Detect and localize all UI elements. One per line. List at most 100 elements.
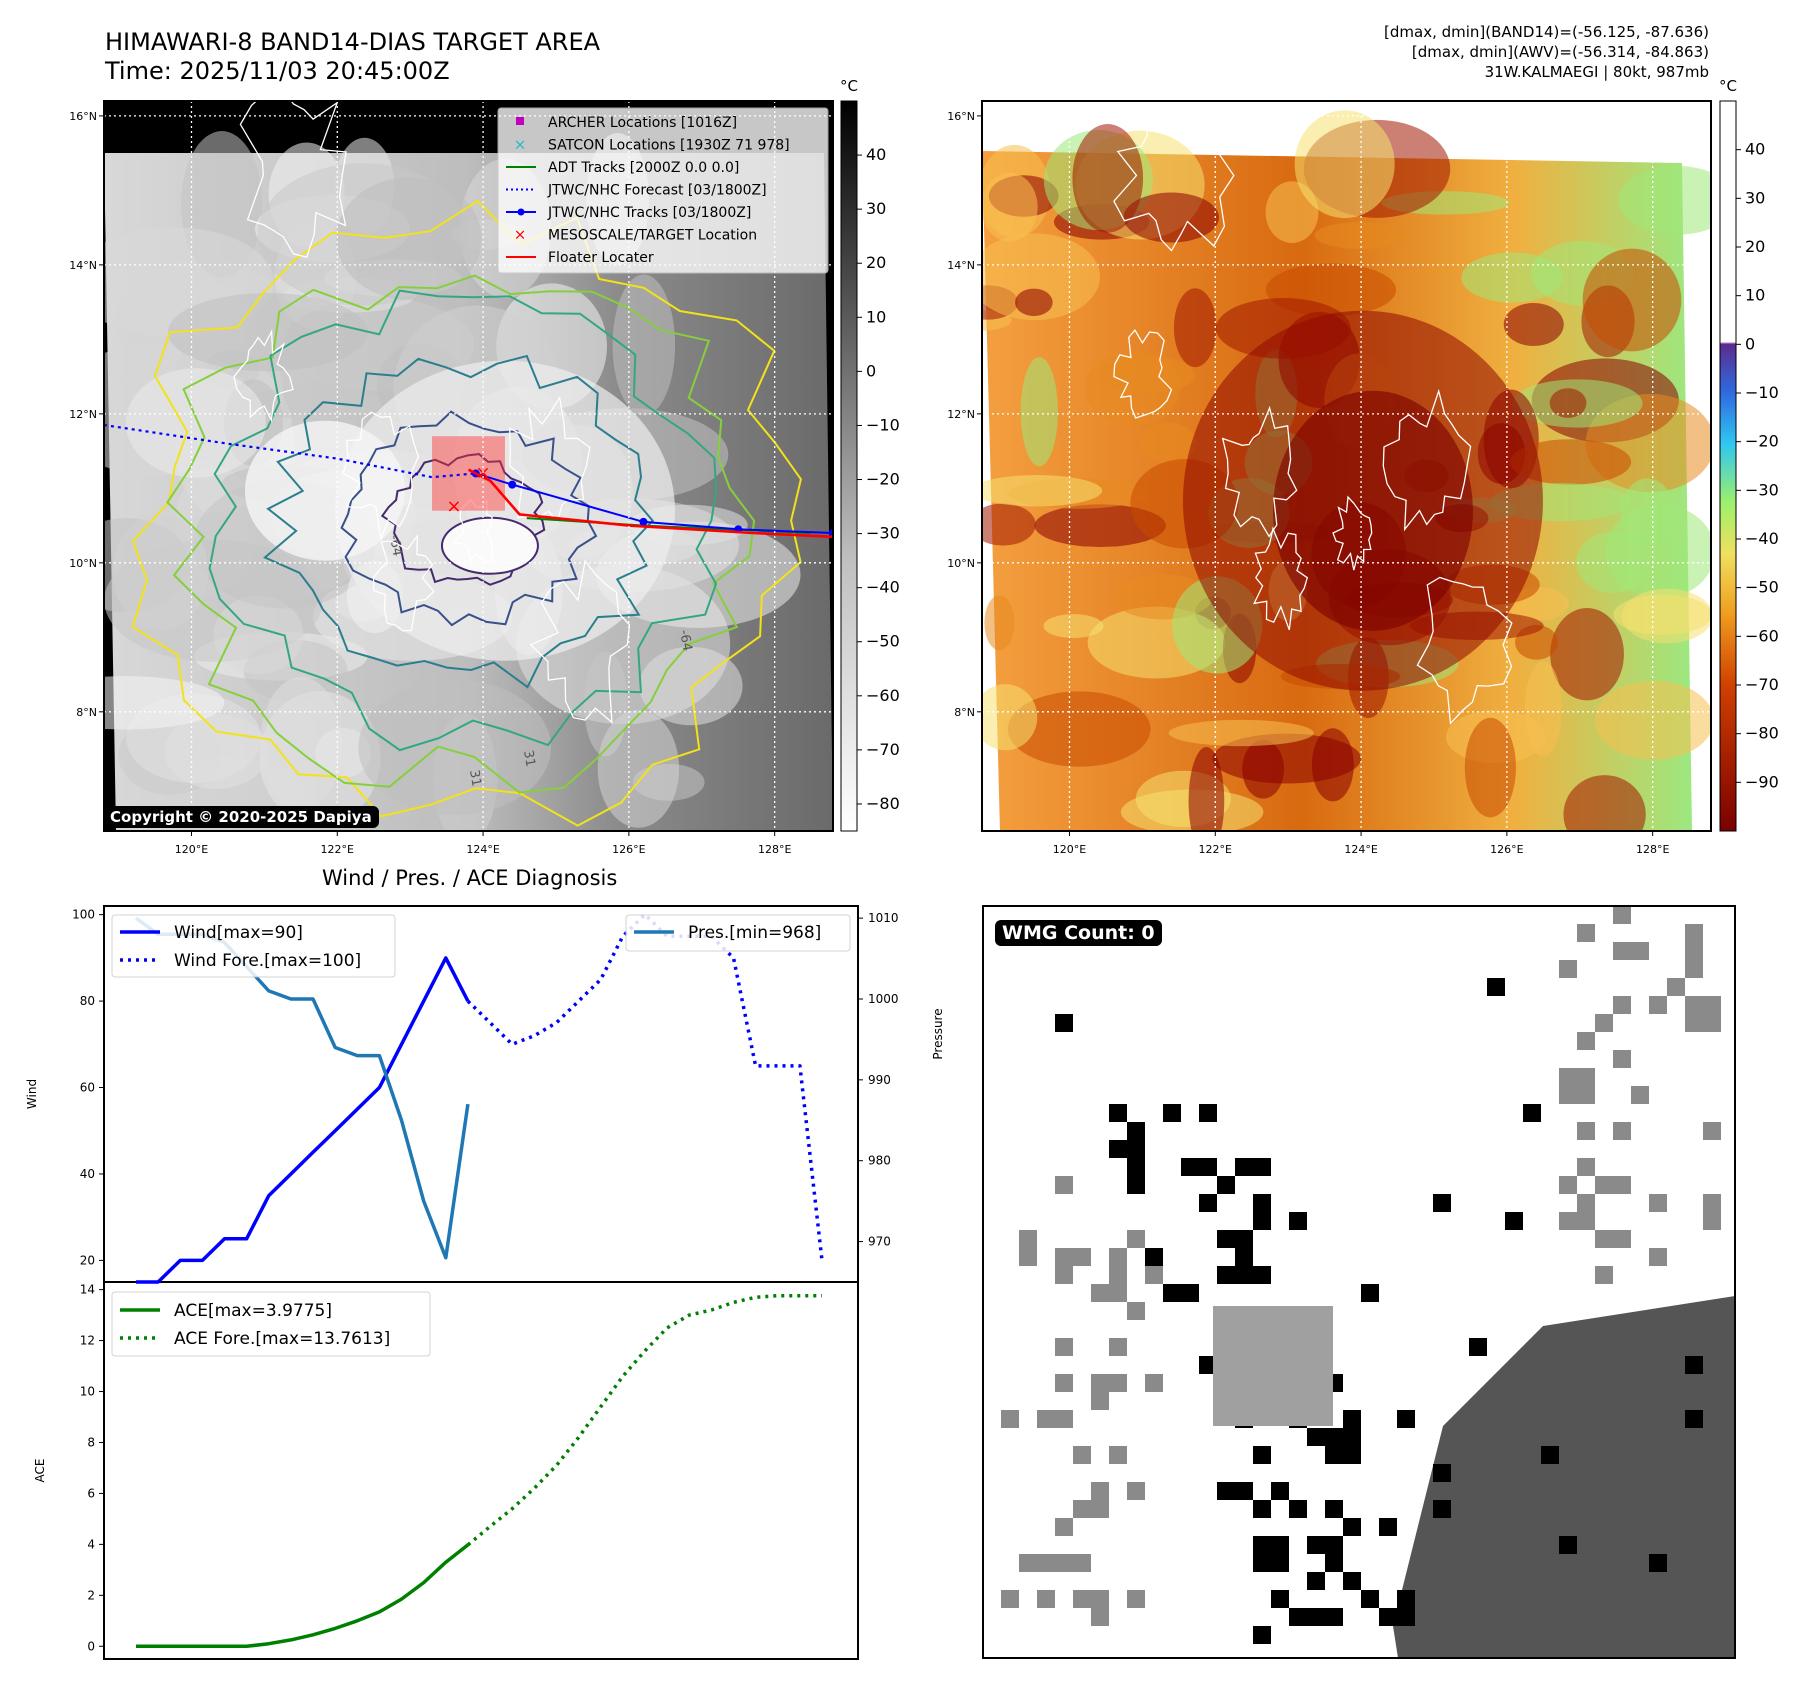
wv-colorbar [1719, 100, 1737, 832]
wmg-cell [1019, 1248, 1037, 1266]
wv-cloud [1099, 356, 1196, 394]
wmg-cell [1559, 1068, 1577, 1086]
wmg-cell [1181, 1158, 1199, 1176]
wmg-cell [1649, 1248, 1667, 1266]
wmg-cell [1037, 1554, 1055, 1572]
wmg-cell [1055, 1374, 1073, 1392]
wmg-cell [1253, 1500, 1271, 1518]
wmg-cell [1253, 1536, 1271, 1554]
wmg-cell [1649, 1554, 1667, 1572]
wmg-frame [982, 905, 1736, 1659]
wmg-cell [1685, 1014, 1703, 1032]
wv-colorbar-tick-label: −60 [1745, 626, 1779, 645]
ir-lon-label: 126°E [612, 843, 645, 856]
wmg-cell [1235, 1230, 1253, 1248]
wv-storm-center [1272, 390, 1473, 631]
ace-line [136, 1543, 469, 1649]
wmg-cell [1667, 978, 1685, 996]
wmg-cell [1055, 1518, 1073, 1536]
wmg-cell [1577, 1158, 1595, 1176]
wmg-cell [1253, 1194, 1271, 1212]
wmg-cell [1109, 1338, 1127, 1356]
wmg-cell [1649, 1194, 1667, 1212]
wmg-cell [1559, 1176, 1577, 1194]
wmg-cell [1307, 1608, 1325, 1626]
wind-tick-label: 20 [80, 1253, 95, 1267]
wmg-cell [1073, 1554, 1091, 1572]
ace-legend-box [111, 1291, 431, 1357]
ir-lon-label: 122°E [321, 843, 354, 856]
legend-label: JTWC/NHC Forecast [03/1800Z] [547, 183, 767, 199]
info-line3: 31W.KALMAEGI | 80kt, 987mb [1484, 63, 1709, 81]
wmg-cell [1109, 1284, 1127, 1302]
wv-cloud [1618, 166, 1711, 235]
wmg-cell [1343, 1410, 1361, 1428]
wv-colorbar-tick-label: −10 [1745, 383, 1779, 402]
wmg-cell [1199, 1194, 1217, 1212]
ir-colorbar-unit: °C [840, 77, 858, 95]
wv-colorbar-tick-label: 40 [1745, 140, 1765, 159]
wmg-cell [1145, 1266, 1163, 1284]
wmg-cell [1595, 1266, 1613, 1284]
ir-contour [131, 199, 802, 827]
wmg-cell [1613, 1050, 1631, 1068]
ir-colorbar [840, 100, 858, 832]
ace-tick-label: 4 [87, 1537, 95, 1551]
wind-tick-label: 100 [72, 908, 95, 922]
wmg-cell [1703, 1212, 1721, 1230]
ir-contour [208, 289, 718, 752]
wv-colorbar-tick-label: 20 [1745, 237, 1765, 256]
ir-cloud [315, 728, 371, 778]
wmg-cell [1253, 1158, 1271, 1176]
jtwc-track-point [508, 480, 517, 489]
wmg-cell [1613, 1122, 1631, 1140]
wv-lon-label: 128°E [1636, 843, 1669, 856]
wmg-cell [1127, 1122, 1145, 1140]
wmg-cell [1199, 1356, 1217, 1374]
wmg-cell [1577, 1086, 1595, 1104]
wmg-cell [1325, 1536, 1343, 1554]
legend-marker-square [516, 117, 524, 125]
ir-contour-label: -64 [676, 629, 694, 653]
ir-contour [380, 453, 546, 586]
wv-colorbar-tick-label: −90 [1745, 772, 1779, 791]
wmg-cell [1577, 1032, 1595, 1050]
wmg-cell [1307, 1572, 1325, 1590]
info-line2: [dmax, dmin](AWV)=(-56.314, -84.863) [1411, 43, 1709, 61]
wv-cloud [1020, 357, 1058, 467]
wv-cloud [984, 595, 1015, 651]
ir-colorbar-tick-label: 10 [866, 307, 886, 326]
legend-marker-dot [517, 208, 525, 216]
wv-cloud [1314, 222, 1407, 249]
ir-colorbar-tick-label: −20 [866, 470, 900, 489]
wmg-cell [1271, 1590, 1289, 1608]
ir-lon-label: 120°E [175, 843, 208, 856]
ir-cloud [358, 679, 552, 816]
wmg-cell [1217, 1266, 1235, 1284]
ir-colorbar-tick-label: 0 [866, 361, 876, 380]
coastline [453, 498, 493, 563]
wv-lat-label: 16°N [947, 110, 975, 123]
ir-cloud [125, 368, 266, 478]
wmg-cell [1055, 1338, 1073, 1356]
ir-colorbar-tick-label: 20 [866, 253, 886, 272]
ir-colorbar-tick-label: 40 [866, 145, 886, 164]
wmg-cell [1613, 942, 1631, 960]
ir-contour-label: 31 [466, 769, 484, 788]
pressure-tick-label: 990 [868, 1073, 891, 1087]
wv-lon-label: 122°E [1199, 843, 1232, 856]
wv-colorbar-tick-label: −70 [1745, 675, 1779, 694]
wmg-cell [1253, 1212, 1271, 1230]
wv-colorbar-tick-label: 30 [1745, 188, 1765, 207]
map-legend-box [497, 107, 829, 274]
ir-cloud [597, 709, 680, 828]
wmg-cell [1631, 1086, 1649, 1104]
coastline [1113, 328, 1173, 419]
ir-lon-label: 124°E [466, 843, 499, 856]
wv-colorbar-tick-label: −80 [1745, 724, 1779, 743]
wmg-cell [1217, 1482, 1235, 1500]
wmg-cell [1055, 1014, 1073, 1032]
ir-eye-region [440, 516, 539, 575]
wmg-count-badge: WMG Count: 0 [995, 920, 1162, 946]
wmg-cell [1433, 1464, 1451, 1482]
